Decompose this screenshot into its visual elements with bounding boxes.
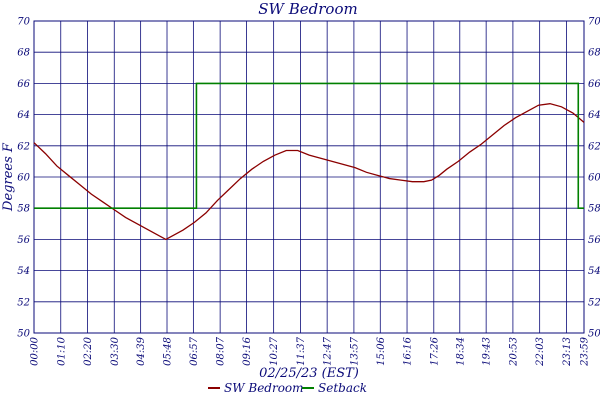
y-tick-left-9: 68 (17, 48, 30, 59)
y-tick-left-2: 54 (17, 266, 30, 277)
grid-lines (33, 20, 585, 334)
x-tick-8: 09:16 (242, 336, 253, 365)
x-tick-10: 11:37 (296, 336, 307, 365)
x-tick-9: 10:27 (269, 336, 280, 365)
x-tick-6: 06:57 (189, 336, 200, 365)
series-line-0 (33, 103, 585, 241)
x-tick-18: 20:53 (508, 337, 519, 367)
y-tick-left-1: 52 (17, 297, 30, 308)
y-tick-right-3: 56 (588, 235, 600, 246)
x-tick-0: 00:00 (30, 336, 41, 365)
x-tick-15: 17:26 (429, 336, 440, 365)
x-tick-17: 19:43 (482, 337, 493, 366)
y-tick-right-9: 68 (588, 48, 600, 59)
x-tick-20: 23:13 (562, 337, 573, 367)
x-tick-12: 13:57 (349, 336, 360, 365)
x-axis-label: 02/25/23 (EST) (259, 366, 359, 381)
y-tick-left-8: 66 (17, 79, 30, 90)
x-tick-4: 04:39 (136, 336, 147, 365)
legend: SW Bedroom Setback (208, 381, 367, 395)
y-tick-right-8: 66 (588, 79, 600, 90)
y-tick-left-4: 58 (17, 204, 30, 215)
x-tick-14: 16:16 (403, 336, 414, 365)
series-layer (33, 82, 585, 241)
y-tick-right-0: 50 (588, 329, 600, 340)
y-tick-right-2: 54 (588, 266, 600, 277)
y-tick-left-6: 62 (17, 141, 30, 152)
y-tick-left-7: 64 (17, 110, 30, 121)
y-tick-right-1: 52 (588, 297, 600, 308)
x-tick-11: 12:47 (323, 336, 334, 365)
y-tick-right-7: 64 (588, 110, 600, 121)
y-tick-right-4: 58 (588, 204, 600, 215)
x-tick-1: 01:10 (56, 336, 67, 365)
series-line-1 (34, 82, 584, 209)
x-tick-21: 23:59 (580, 336, 591, 366)
x-tick-16: 18:34 (455, 337, 466, 366)
legend-label-0: SW Bedroom (224, 381, 304, 395)
y-tick-right-10: 70 (588, 17, 600, 28)
x-tick-2: 02:20 (83, 336, 94, 365)
x-tick-5: 05:48 (163, 337, 174, 366)
x-tick-7: 08:07 (216, 336, 227, 365)
y-tick-right-6: 62 (588, 141, 600, 152)
tick-labels: 50 50 52 52 54 54 56 56 58 58 60 60 62 62 64 64 66 66 68 68… (17, 17, 600, 367)
y-axis-label: Degrees F (1, 142, 16, 212)
chart-title: SW Bedroom (258, 0, 357, 18)
legend-label-1: Setback (318, 381, 367, 395)
x-tick-13: 15:06 (376, 336, 387, 365)
y-tick-right-5: 60 (588, 173, 600, 184)
y-tick-left-10: 70 (17, 17, 30, 28)
y-tick-left-0: 50 (17, 329, 30, 340)
y-tick-left-3: 56 (17, 235, 30, 246)
y-tick-left-5: 60 (17, 173, 30, 184)
x-tick-19: 22:03 (535, 337, 546, 367)
x-tick-3: 03:30 (110, 336, 121, 365)
